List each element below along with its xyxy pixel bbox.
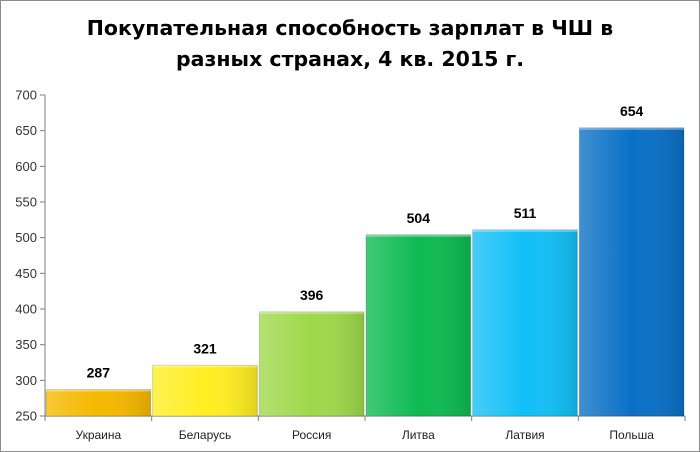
- y-tick-label: 650: [15, 123, 37, 138]
- bar-shade: [46, 389, 151, 416]
- data-label: 511: [514, 205, 537, 221]
- y-tick-label: 700: [15, 88, 37, 103]
- y-tick-label: 300: [15, 373, 37, 388]
- x-tick-label: Литва: [402, 428, 435, 442]
- data-label: 321: [193, 340, 217, 356]
- bar-highlight: [366, 234, 471, 237]
- bar-shade: [472, 229, 578, 416]
- y-tick-label: 550: [15, 195, 37, 210]
- y-tick-label: 400: [15, 302, 37, 317]
- bar-shade: [259, 311, 364, 416]
- data-label: 287: [87, 365, 111, 381]
- y-tick-label: 500: [15, 230, 37, 245]
- x-tick-label: Латвия: [505, 428, 544, 442]
- data-label: 396: [300, 287, 324, 303]
- bar-highlight: [579, 127, 684, 130]
- bar-highlight: [472, 229, 578, 232]
- bars: [45, 127, 685, 417]
- axes: 250 300 350 400 450 500 550 600 650 700: [15, 88, 686, 424]
- value-labels: Украина 287 Беларусь 321 Россия 396 Литва 504 Ла…: [75, 103, 654, 442]
- data-label: 504: [407, 210, 431, 226]
- bar-highlight: [259, 311, 364, 314]
- x-tick-label: Россия: [292, 428, 331, 442]
- data-label: 654: [620, 103, 644, 119]
- x-tick-label: Беларусь: [179, 428, 231, 442]
- y-tick-label: 450: [15, 266, 37, 281]
- x-tick-label: Польша: [609, 428, 654, 442]
- y-tick-label: 350: [15, 337, 37, 352]
- bar-shade: [152, 365, 258, 416]
- y-tick-label: 600: [15, 159, 37, 174]
- bar-highlight: [46, 389, 151, 392]
- bar-shade: [366, 234, 471, 416]
- bar-highlight: [152, 365, 258, 368]
- x-tick-label: Украина: [75, 428, 121, 442]
- chart-title-line-1: Покупательная способность зарплат в ЧШ в: [86, 16, 614, 40]
- y-tick-label: 250: [15, 409, 37, 424]
- chart-title-line-2: разных странах, 4 кв. 2015 г.: [175, 47, 525, 71]
- bar-shade: [579, 127, 684, 417]
- chart-title: Покупательная способность зарплат в ЧШ в…: [1, 13, 699, 75]
